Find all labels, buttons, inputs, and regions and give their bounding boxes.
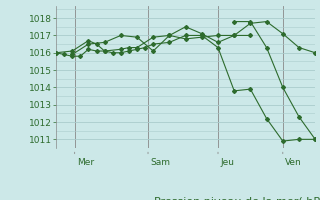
Text: Jeu: Jeu	[220, 158, 235, 167]
Text: Pression niveau de la mer( hPa ): Pression niveau de la mer( hPa )	[155, 196, 320, 200]
Text: Sam: Sam	[151, 158, 171, 167]
Text: Mer: Mer	[77, 158, 94, 167]
Text: Ven: Ven	[285, 158, 302, 167]
